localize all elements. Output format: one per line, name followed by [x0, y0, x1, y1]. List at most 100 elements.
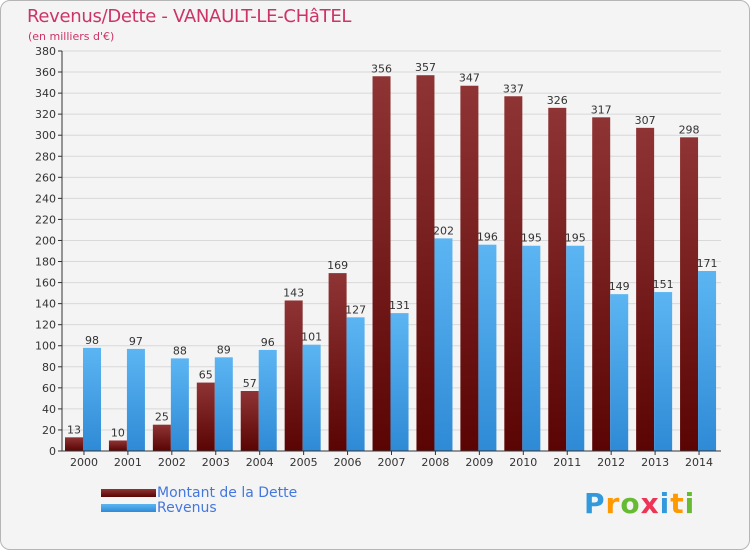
label-dette-2007: 356 — [371, 62, 392, 75]
bar-revenus-2006 — [346, 317, 365, 451]
label-revenus-2005: 101 — [301, 331, 322, 344]
y-tick-label: 260 — [35, 171, 56, 184]
x-tick-label: 2000 — [70, 456, 98, 469]
y-tick-label: 300 — [35, 129, 56, 142]
label-dette-2000: 13 — [67, 423, 81, 436]
logo-letter: i — [684, 487, 696, 520]
bar-dette-2008 — [416, 75, 435, 452]
label-revenus-2012: 149 — [609, 280, 630, 293]
label-revenus-2014: 171 — [697, 257, 718, 270]
label-revenus-2000: 98 — [85, 334, 99, 347]
bar-revenus-2002 — [170, 358, 189, 451]
bar-revenus-2003 — [214, 357, 233, 451]
legend-label-dette: Montant de la Dette — [157, 485, 298, 501]
y-tick-label: 240 — [35, 192, 56, 205]
y-tick-label: 380 — [35, 45, 56, 58]
x-tick-label: 2011 — [553, 456, 581, 469]
y-tick-label: 160 — [35, 277, 56, 290]
bar-dette-2013 — [636, 127, 655, 451]
y-tick-label: 280 — [35, 150, 56, 163]
x-tick-label: 2007 — [378, 456, 406, 469]
bar-dette-2003 — [196, 382, 215, 451]
x-tick-label: 2001 — [114, 456, 142, 469]
y-tick-label: 180 — [35, 256, 56, 269]
bar-dette-2000 — [65, 437, 83, 451]
bar-revenus-2013 — [654, 292, 673, 451]
bar-revenus-2000 — [83, 347, 101, 451]
label-revenus-2004: 96 — [261, 336, 275, 349]
legend-swatch-dette — [101, 489, 156, 497]
bar-revenus-2011 — [566, 245, 585, 451]
x-tick-label: 2004 — [246, 456, 274, 469]
y-tick-label: 340 — [35, 87, 56, 100]
label-revenus-2003: 89 — [217, 343, 231, 356]
label-revenus-2001: 97 — [129, 335, 143, 348]
label-revenus-2009: 196 — [477, 231, 498, 244]
bar-dette-2010 — [504, 96, 523, 452]
label-revenus-2007: 131 — [389, 299, 410, 312]
bar-revenus-2012 — [610, 294, 629, 451]
label-dette-2012: 317 — [591, 103, 612, 116]
bar-revenus-2004 — [258, 349, 277, 451]
bar-revenus-2010 — [522, 245, 541, 451]
x-tick-label: 2010 — [509, 456, 537, 469]
label-revenus-2013: 151 — [653, 278, 674, 291]
label-dette-2004: 57 — [243, 377, 257, 390]
bar-dette-2007 — [372, 76, 391, 452]
y-tick-label: 140 — [35, 298, 56, 311]
label-revenus-2006: 127 — [345, 303, 366, 316]
logo-letter: P — [584, 487, 606, 520]
y-tick-label: 20 — [42, 424, 56, 437]
y-tick-label: 120 — [35, 319, 56, 332]
y-tick-label: 80 — [42, 361, 56, 374]
bar-dette-2014 — [680, 137, 699, 451]
bar-dette-2005 — [284, 300, 303, 451]
x-tick-label: 2013 — [641, 456, 669, 469]
logo-letter: t — [670, 487, 685, 520]
bar-revenus-2014 — [698, 271, 717, 451]
label-dette-2010: 337 — [503, 82, 524, 95]
label-revenus-2008: 202 — [433, 224, 454, 237]
x-tick-label: 2009 — [465, 456, 493, 469]
label-dette-2005: 143 — [283, 286, 304, 299]
label-revenus-2010: 195 — [521, 232, 542, 245]
label-dette-2014: 298 — [679, 123, 700, 136]
x-tick-label: 2002 — [158, 456, 186, 469]
x-tick-label: 2006 — [334, 456, 362, 469]
bar-dette-2011 — [548, 107, 567, 451]
bar-revenus-2007 — [390, 313, 409, 451]
bar-dette-2012 — [592, 117, 611, 451]
chart-subtitle: (en milliers d'€) — [28, 30, 115, 43]
bar-revenus-2009 — [478, 244, 497, 451]
bar-dette-2009 — [460, 85, 479, 451]
label-dette-2001: 10 — [111, 426, 125, 439]
y-tick-label: 0 — [49, 445, 56, 458]
x-tick-label: 2003 — [202, 456, 230, 469]
label-dette-2011: 326 — [547, 94, 568, 107]
label-dette-2009: 347 — [459, 72, 480, 85]
bar-revenus-2008 — [434, 238, 453, 451]
bar-dette-2002 — [152, 424, 171, 451]
label-dette-2006: 169 — [327, 259, 348, 272]
logo-letter: i — [659, 487, 671, 520]
y-tick-label: 360 — [35, 66, 56, 79]
label-revenus-2002: 88 — [173, 344, 187, 357]
label-dette-2003: 65 — [199, 369, 213, 382]
y-tick-label: 200 — [35, 234, 56, 247]
proxiti-logo: Proxiti — [584, 487, 695, 520]
bar-revenus-2005 — [302, 344, 321, 451]
bar-dette-2006 — [328, 273, 347, 451]
logo-letter: x — [640, 487, 660, 520]
label-dette-2002: 25 — [155, 411, 169, 424]
logo-letter: r — [605, 487, 621, 520]
y-tick-label: 100 — [35, 340, 56, 353]
x-tick-label: 2012 — [597, 456, 625, 469]
logo-letter: o — [620, 487, 641, 520]
y-tick-label: 60 — [42, 382, 56, 395]
legend-swatch-revenus — [101, 504, 156, 512]
y-tick-label: 320 — [35, 108, 56, 121]
y-tick-label: 40 — [42, 403, 56, 416]
chart-title: Revenus/Dette - VANAULT-LE-CHâTEL — [27, 6, 352, 27]
bar-dette-2004 — [240, 391, 259, 451]
